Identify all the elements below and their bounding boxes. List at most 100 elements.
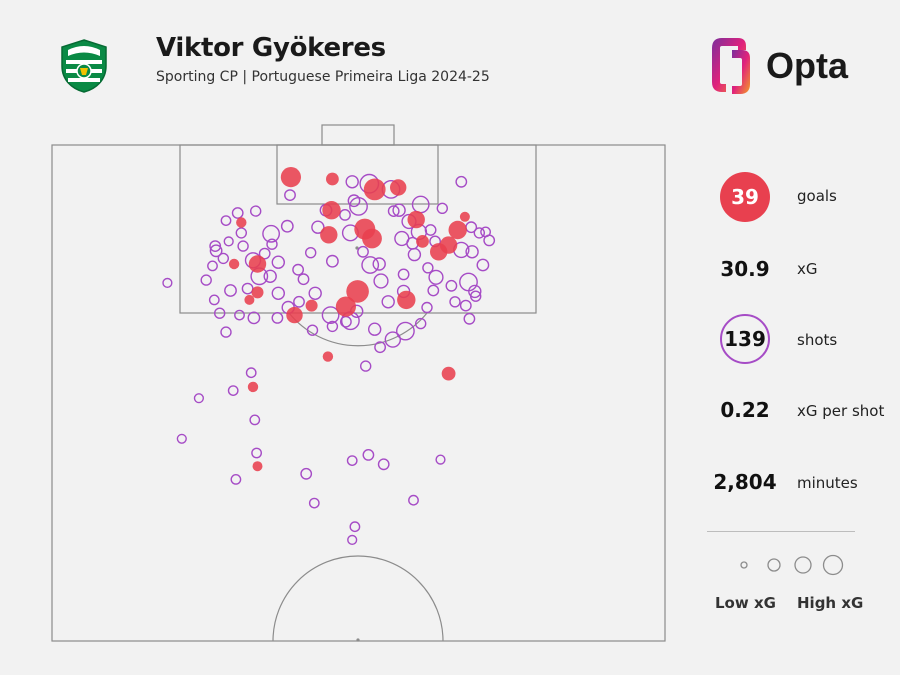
goal-marker [390,179,407,196]
shot-marker [227,385,239,396]
shot-marker [374,341,386,354]
center-circle [272,555,444,642]
shot-marker [435,454,446,465]
shot-marker [220,326,232,338]
shot-marker [346,455,358,466]
shot-marker [424,224,437,236]
shot-marker [465,245,479,259]
shot-marker [308,497,320,509]
goal-marker [247,381,259,393]
xg-per-shot-label: xG per shot [797,402,885,420]
shot-marker [415,317,427,330]
xg-label: xG [797,260,818,278]
shot-marker [224,284,237,297]
shot-marker [463,312,476,325]
goal-marker [236,217,247,228]
shots-label: shots [797,331,838,349]
shot-marker [397,268,410,281]
goal-marker [363,178,386,201]
shot-marker [345,175,359,189]
goal-marker [286,306,303,324]
opta-wordmark: Opta [766,45,849,86]
shot-marker [271,311,284,324]
shot-marker [271,255,285,269]
shot-marker [408,494,419,506]
goal-marker [322,351,334,362]
goal-marker [280,167,301,188]
shot-marker [308,286,322,300]
shot-marker [176,433,187,444]
shot-marker [468,284,482,299]
shots-badge: 139 [720,314,770,364]
goal-marker [346,280,369,303]
shot-marker [373,273,389,289]
shot-marker [305,246,317,259]
shots-layer [162,167,496,546]
shot-marker [470,290,482,302]
shot-marker [263,269,277,283]
goal-marker [448,220,467,240]
shot-marker [357,245,369,258]
shot-marker [235,227,248,239]
shot-marker [284,189,296,202]
shot-marker [220,215,232,227]
shot-marker [266,238,278,250]
shot-marker [297,273,310,286]
shot-marker [292,263,304,276]
shot-marker [459,299,472,312]
shot-marker [449,296,461,308]
shot-marker [368,322,382,336]
shot-marker [381,295,395,309]
legend-size-circle [767,558,781,572]
center-spot [356,638,360,642]
goal-marker [362,228,382,249]
goal-marker [248,255,267,273]
shot-marker [428,269,444,285]
shot-marker [249,414,261,426]
shot-marker [209,244,223,258]
shot-marker [237,240,249,252]
shot-marker [483,234,496,247]
shot-marker [362,448,375,461]
shot-marker [247,311,261,325]
shot-marker [436,202,448,215]
shot-marker [207,260,218,272]
shot-marker [300,467,313,480]
shot-marker [326,320,339,333]
shot-marker [200,274,212,286]
shot-marker [271,286,285,300]
goal-marker [459,211,470,222]
shot-marker [262,224,280,243]
page-title: Viktor Gyökeres [156,33,386,63]
goal-marker [251,286,264,299]
goal-marker [397,290,416,310]
shots-value: 139 [724,327,766,351]
shot-marker [360,360,372,372]
shot-marker [473,227,485,239]
goal [321,124,395,146]
shot-marker [162,277,173,289]
shot-marker [422,262,434,274]
shot-marker [349,521,361,533]
shot-marker [251,447,263,459]
shot-marker [311,220,325,234]
shot-marker [193,393,205,404]
shot-marker [407,247,422,262]
legend-size-circle [740,561,748,569]
shot-marker [377,458,390,471]
goal-marker [228,258,240,270]
minutes-label: minutes [797,474,858,492]
goal-marker [320,226,338,244]
xg-per-shot-value: 0.22 [720,398,770,422]
shot-marker [421,301,433,314]
shot-marker [394,230,410,247]
shot-marker [395,321,415,341]
shot-marker [217,252,230,265]
shot-marker [209,240,222,253]
goal-marker [335,296,356,317]
goals-badge: 39 [720,172,770,222]
legend-high-label: High xG [797,594,864,612]
shot-marker [230,473,242,485]
legend-low-label: Low xG [715,594,776,612]
